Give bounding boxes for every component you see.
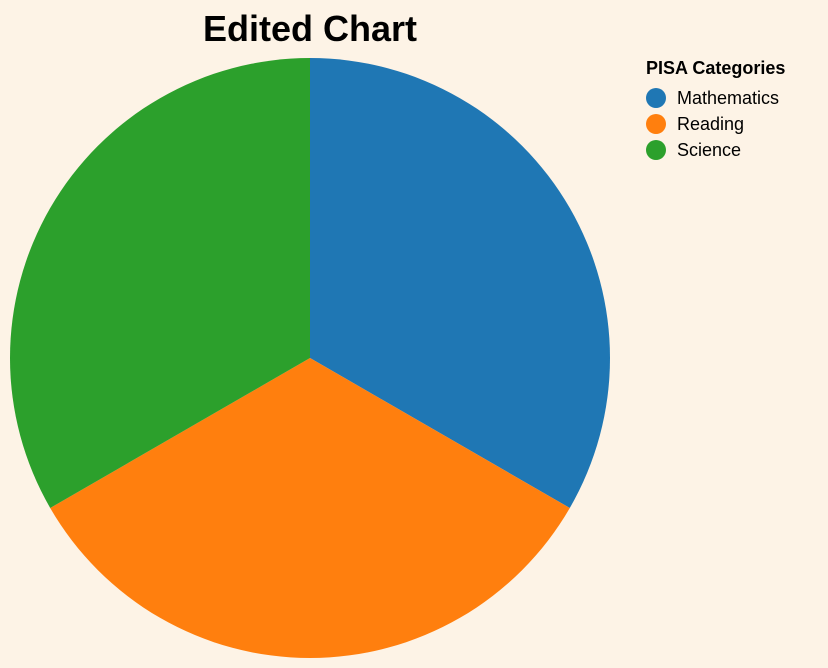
pie-slice-science [9, 58, 310, 508]
chart-title: Edited Chart [202, 8, 417, 49]
legend-item-reading: Reading [646, 111, 826, 137]
legend-label: Science [677, 139, 742, 160]
legend-swatch [646, 88, 666, 108]
legend-item-mathematics: Mathematics [646, 85, 826, 111]
legend-item-science: Science [646, 137, 826, 163]
legend-title: PISA Categories [646, 58, 786, 78]
pie-slice-mathematics [310, 58, 610, 508]
legend-swatch [646, 140, 666, 160]
legend-swatch [646, 114, 666, 134]
legend: PISA Categories Mathematics Reading Scienc… [646, 58, 826, 163]
legend-label: Reading [677, 113, 745, 134]
pie-slices [9, 58, 610, 658]
legend-items: Mathematics Reading Science [646, 85, 826, 163]
legend-label: Mathematics [677, 87, 780, 108]
